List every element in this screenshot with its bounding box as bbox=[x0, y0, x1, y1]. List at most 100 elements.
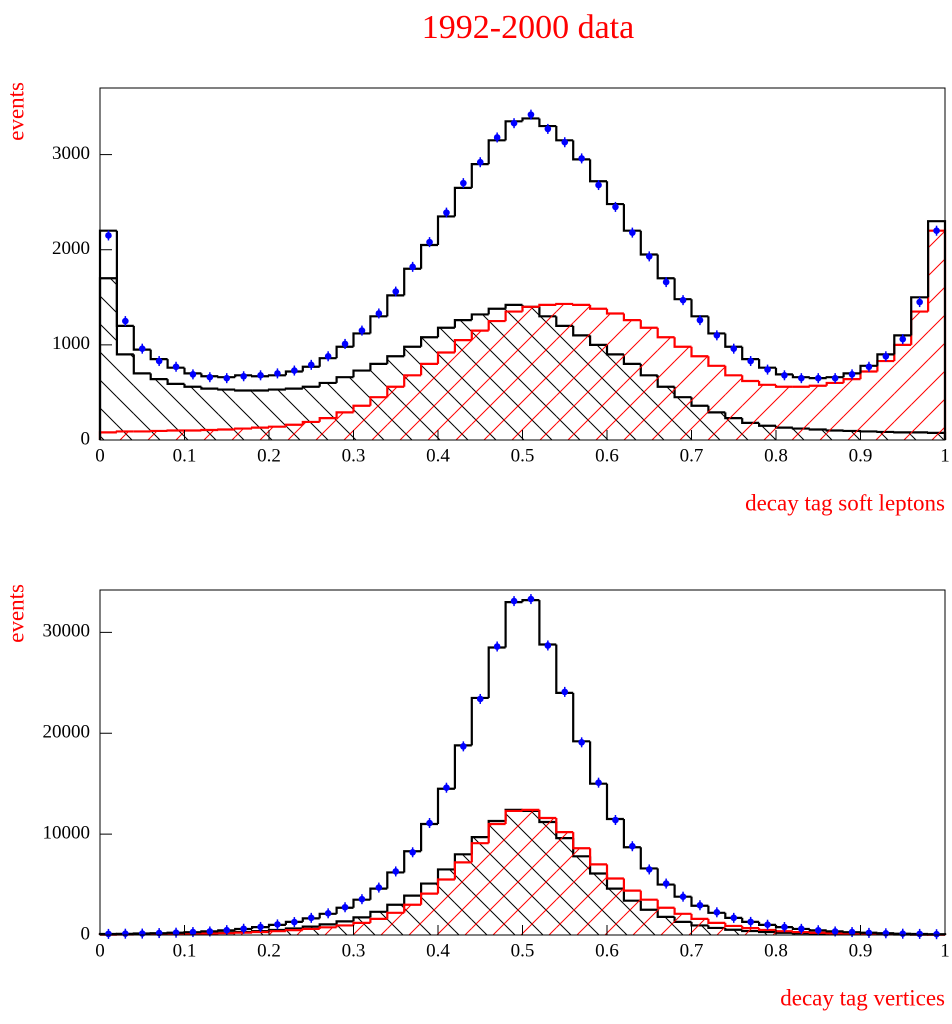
histogram-bin bbox=[607, 181, 624, 204]
x-tick-label: 0.3 bbox=[342, 940, 366, 961]
histogram-bin bbox=[370, 919, 387, 935]
data-point bbox=[426, 818, 433, 828]
data-point bbox=[291, 917, 298, 927]
data-point bbox=[916, 297, 923, 307]
histogram-bin bbox=[472, 164, 489, 188]
data-point bbox=[122, 929, 129, 939]
histogram-bin bbox=[337, 925, 354, 935]
data-point bbox=[325, 908, 332, 918]
histogram-bin bbox=[185, 430, 202, 440]
histogram-bin bbox=[675, 337, 692, 440]
histogram-bin bbox=[624, 313, 641, 440]
histogram-bin bbox=[404, 269, 421, 296]
histogram-bin bbox=[810, 386, 827, 440]
data-point bbox=[646, 864, 653, 874]
histogram-bin bbox=[539, 810, 556, 935]
y-axis-label: events bbox=[3, 584, 28, 643]
histogram-bin bbox=[320, 927, 337, 935]
data-point bbox=[105, 230, 112, 240]
histogram-bin bbox=[776, 385, 793, 440]
histogram-bin bbox=[117, 431, 134, 440]
data-point bbox=[561, 687, 568, 697]
data-point bbox=[511, 596, 518, 606]
y-tick-label: 3000 bbox=[52, 143, 90, 164]
y-axis-label: events bbox=[3, 82, 28, 141]
histogram-bin bbox=[556, 304, 573, 440]
histogram-bin bbox=[692, 299, 709, 316]
histogram-bin bbox=[742, 926, 759, 935]
x-tick-label: 0.1 bbox=[173, 940, 197, 961]
data-point bbox=[730, 913, 737, 923]
x-tick-label: 0.7 bbox=[680, 445, 704, 466]
data-point bbox=[612, 815, 619, 825]
data-point bbox=[883, 928, 890, 938]
x-tick-label: 0.2 bbox=[257, 940, 281, 961]
data-point bbox=[815, 373, 822, 383]
histogram-bin bbox=[607, 784, 624, 819]
histogram-bin bbox=[708, 356, 725, 440]
data-point bbox=[646, 251, 653, 261]
data-point bbox=[173, 362, 180, 372]
data-point bbox=[933, 929, 940, 939]
data-point bbox=[240, 371, 247, 381]
data-point bbox=[376, 883, 383, 893]
y-tick-label: 0 bbox=[81, 923, 91, 944]
histogram-bin bbox=[404, 375, 421, 440]
data-point bbox=[578, 737, 585, 747]
y-tick-label: 10000 bbox=[43, 822, 91, 843]
histogram-bin bbox=[218, 430, 235, 440]
histogram-bin bbox=[506, 811, 523, 935]
data-point bbox=[325, 351, 332, 361]
histogram-bin bbox=[472, 331, 489, 440]
histogram-bin bbox=[472, 843, 489, 935]
x-tick-label: 0.4 bbox=[426, 940, 450, 961]
y-tick-label: 1000 bbox=[52, 333, 90, 354]
data-point bbox=[561, 137, 568, 147]
histogram-bin bbox=[489, 824, 506, 935]
histogram-bin bbox=[793, 387, 810, 440]
histogram-bin bbox=[759, 381, 776, 440]
y-tick-label: 30000 bbox=[43, 621, 91, 642]
histogram-bin bbox=[117, 231, 134, 326]
histogram-bin bbox=[134, 354, 151, 440]
data-point bbox=[883, 351, 890, 361]
x-tick-label: 0.8 bbox=[764, 940, 788, 961]
histogram-bin bbox=[827, 383, 844, 440]
histogram-bin bbox=[523, 307, 540, 440]
x-tick-label: 1 bbox=[940, 940, 950, 961]
histogram-bin bbox=[523, 810, 540, 935]
data-point bbox=[190, 927, 197, 937]
x-tick-label: 0.1 bbox=[173, 445, 197, 466]
histogram-bin bbox=[624, 204, 641, 231]
y-tick-label: 0 bbox=[81, 428, 91, 449]
histogram-bin bbox=[117, 278, 134, 440]
data-point bbox=[629, 228, 636, 238]
data-point bbox=[274, 368, 281, 378]
data-point bbox=[680, 295, 687, 305]
data-point bbox=[156, 356, 163, 366]
x-tick-label: 0.6 bbox=[595, 445, 619, 466]
data-point bbox=[680, 892, 687, 902]
histogram-bin bbox=[506, 312, 523, 440]
data-point bbox=[308, 913, 315, 923]
histogram-bin bbox=[387, 913, 404, 935]
histogram-bin bbox=[725, 923, 742, 935]
histogram-bin bbox=[489, 140, 506, 164]
histogram-bin bbox=[506, 602, 523, 647]
histogram-bin bbox=[607, 309, 624, 440]
data-point bbox=[866, 928, 873, 938]
data-point bbox=[139, 929, 146, 939]
histogram-bin bbox=[556, 644, 573, 692]
x-tick-label: 0.8 bbox=[764, 445, 788, 466]
histogram-bin bbox=[269, 931, 286, 935]
data-point bbox=[578, 153, 585, 163]
histogram-bin bbox=[489, 648, 506, 698]
data-point bbox=[663, 879, 670, 889]
data-point bbox=[781, 370, 788, 380]
histogram-bin bbox=[354, 923, 371, 935]
histogram-bin bbox=[641, 231, 658, 255]
chart-title: 1992-2000 data bbox=[422, 9, 634, 46]
data-point bbox=[798, 373, 805, 383]
histogram-bin bbox=[590, 741, 607, 783]
